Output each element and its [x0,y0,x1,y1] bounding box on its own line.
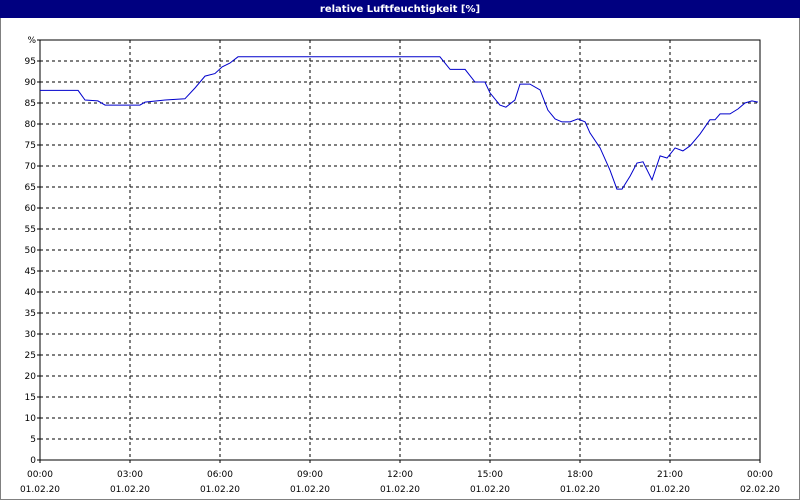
y-tick-label: 0 [30,456,36,466]
y-tick-label: 15 [25,393,36,403]
chart-title: relative Luftfeuchtigkeit [%] [320,4,480,15]
y-tick-label: 40 [25,288,37,298]
x-tick-date: 01.02.20 [560,485,600,495]
y-tick-label: 30 [25,330,37,340]
x-tick-date: 02.02.20 [740,485,780,495]
y-tick-label: 65 [25,183,36,193]
y-tick-label: 45 [25,267,36,277]
x-tick-label: 18:00 [567,470,593,480]
y-tick-label: 85 [25,99,36,109]
x-tick-label: 06:00 [207,470,233,480]
x-tick-date: 01.02.20 [200,485,240,495]
x-tick-label: 12:00 [387,470,413,480]
x-tick-label: 03:00 [117,470,143,480]
line-series [40,56,759,190]
plot-border [39,39,761,461]
y-tick-label: 5 [30,435,36,445]
x-tick-date: 01.02.20 [110,485,150,495]
x-tick-label: 09:00 [297,470,323,480]
x-tick-label: 00:00 [747,470,773,480]
y-tick-label: 55 [25,225,36,235]
y-tick-label: 50 [25,246,37,256]
title-bar [0,0,800,18]
y-tick-label: 10 [25,414,37,424]
y-tick-label: 75 [25,141,36,151]
x-tick-label: 15:00 [477,470,503,480]
y-tick-label: 70 [25,162,37,172]
x-tick-date: 01.02.20 [290,485,330,495]
x-tick-date: 01.02.20 [650,485,690,495]
y-tick-label: 20 [25,372,37,382]
x-tick-date: 01.02.20 [470,485,510,495]
y-tick-label: % [27,36,36,46]
y-tick-label: 60 [25,204,37,214]
y-tick-label: 90 [25,78,37,88]
y-tick-label: 80 [25,120,37,130]
x-tick-label: 21:00 [657,470,683,480]
y-tick-label: 95 [25,57,36,67]
x-tick-date: 01.02.20 [380,485,420,495]
x-tick-label: 00:00 [27,470,53,480]
y-tick-label: 25 [25,351,36,361]
y-tick-label: 35 [25,309,36,319]
x-tick-date: 01.02.20 [20,485,60,495]
